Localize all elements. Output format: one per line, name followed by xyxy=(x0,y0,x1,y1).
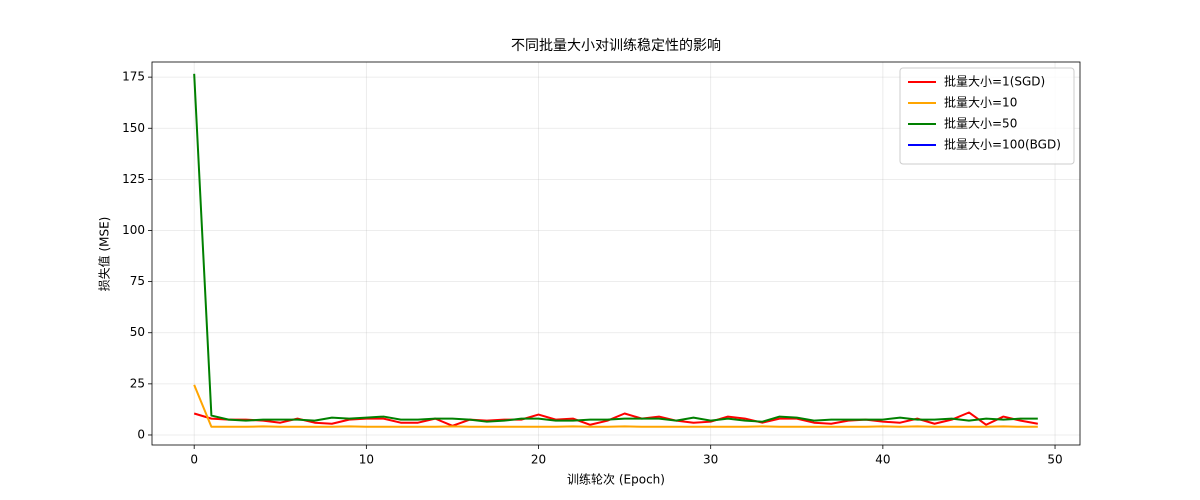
legend-label: 批量大小=1(SGD) xyxy=(944,74,1045,89)
series-line xyxy=(193,411,1038,427)
y-tick-label: 175 xyxy=(122,70,145,84)
legend-label: 批量大小=10 xyxy=(944,95,1017,110)
y-tick-label: 150 xyxy=(122,121,145,135)
y-tick-label: 125 xyxy=(122,172,145,186)
x-tick-label: 20 xyxy=(531,453,546,467)
plot-frame xyxy=(151,61,1081,446)
y-tick-label: 100 xyxy=(122,223,145,237)
x-tick-label: 50 xyxy=(1047,453,1062,467)
series-line xyxy=(193,384,1038,428)
x-tick-label: 10 xyxy=(359,453,374,467)
legend-box xyxy=(899,67,1075,165)
x-tick-label: 40 xyxy=(875,453,890,467)
series-line xyxy=(193,73,1038,423)
y-tick-label: 0 xyxy=(137,427,145,441)
y-tick-label: 50 xyxy=(130,325,145,339)
x-tick-label: 30 xyxy=(703,453,718,467)
chart-title: 不同批量大小对训练稳定性的影响 xyxy=(511,38,721,54)
x-axis-label: 训练轮次 (Epoch) xyxy=(567,472,665,487)
y-tick-label: 25 xyxy=(130,376,145,390)
x-tick-label: 0 xyxy=(190,453,198,467)
y-axis-label: 损失值 (MSE) xyxy=(97,217,112,292)
y-tick-label: 75 xyxy=(130,274,145,288)
legend-label: 批量大小=100(BGD) xyxy=(944,137,1061,152)
legend-label: 批量大小=50 xyxy=(944,116,1017,131)
